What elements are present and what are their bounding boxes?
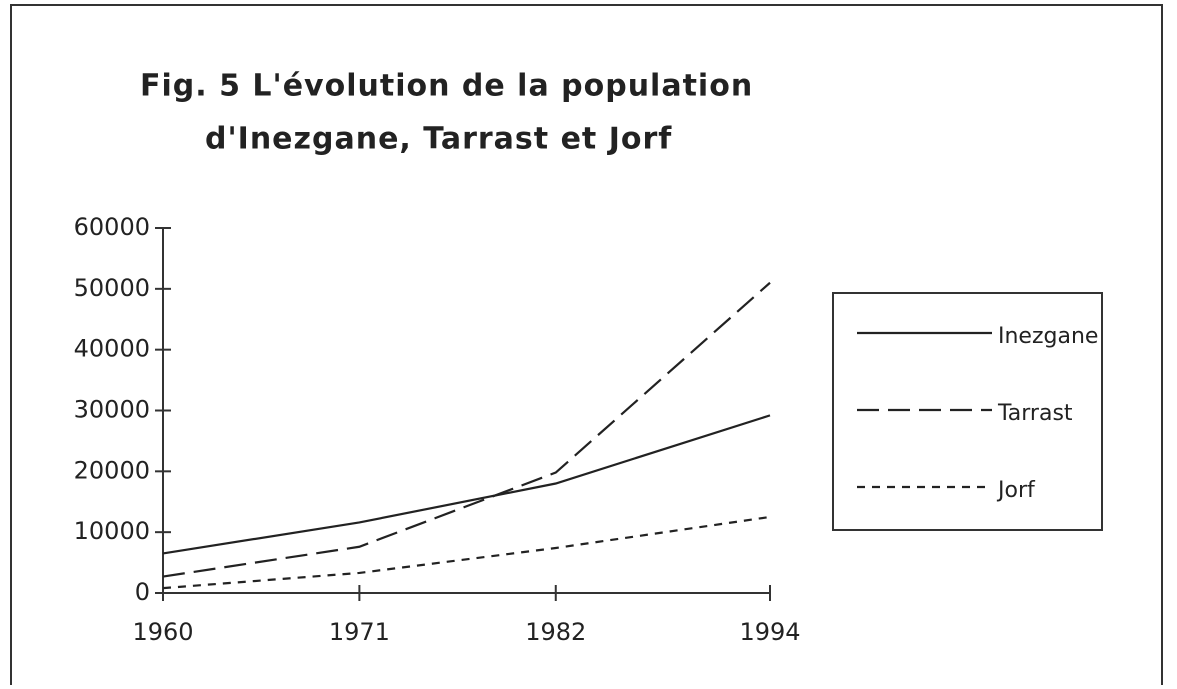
y-tick-label: 0 — [135, 578, 150, 606]
series-line — [162, 281, 771, 578]
x-tick-label: 1960 — [132, 618, 193, 646]
frame — [10, 4, 1163, 689]
legend-label: Jorf — [996, 478, 1036, 503]
y-tick-label: 60000 — [74, 213, 150, 241]
legend-label: Tarrast — [997, 401, 1073, 426]
legend-label: Inezgane — [998, 324, 1098, 349]
x-tick-label: 1994 — [739, 618, 800, 646]
series-line — [162, 414, 771, 555]
chart-title: Fig. 5 L'évolution de la population — [140, 69, 753, 104]
x-tick-label: 1982 — [525, 618, 586, 646]
x-tick-label: 1971 — [329, 618, 390, 646]
y-tick-label: 40000 — [74, 335, 150, 363]
legend-box — [832, 292, 1103, 531]
chart-title: d'Inezgane, Tarrast et Jorf — [205, 122, 672, 157]
series-line — [162, 515, 771, 590]
y-tick-label: 50000 — [74, 274, 150, 302]
y-tick-label: 20000 — [74, 456, 150, 484]
y-tick-label: 30000 — [74, 396, 150, 424]
y-tick-label: 10000 — [74, 517, 150, 545]
